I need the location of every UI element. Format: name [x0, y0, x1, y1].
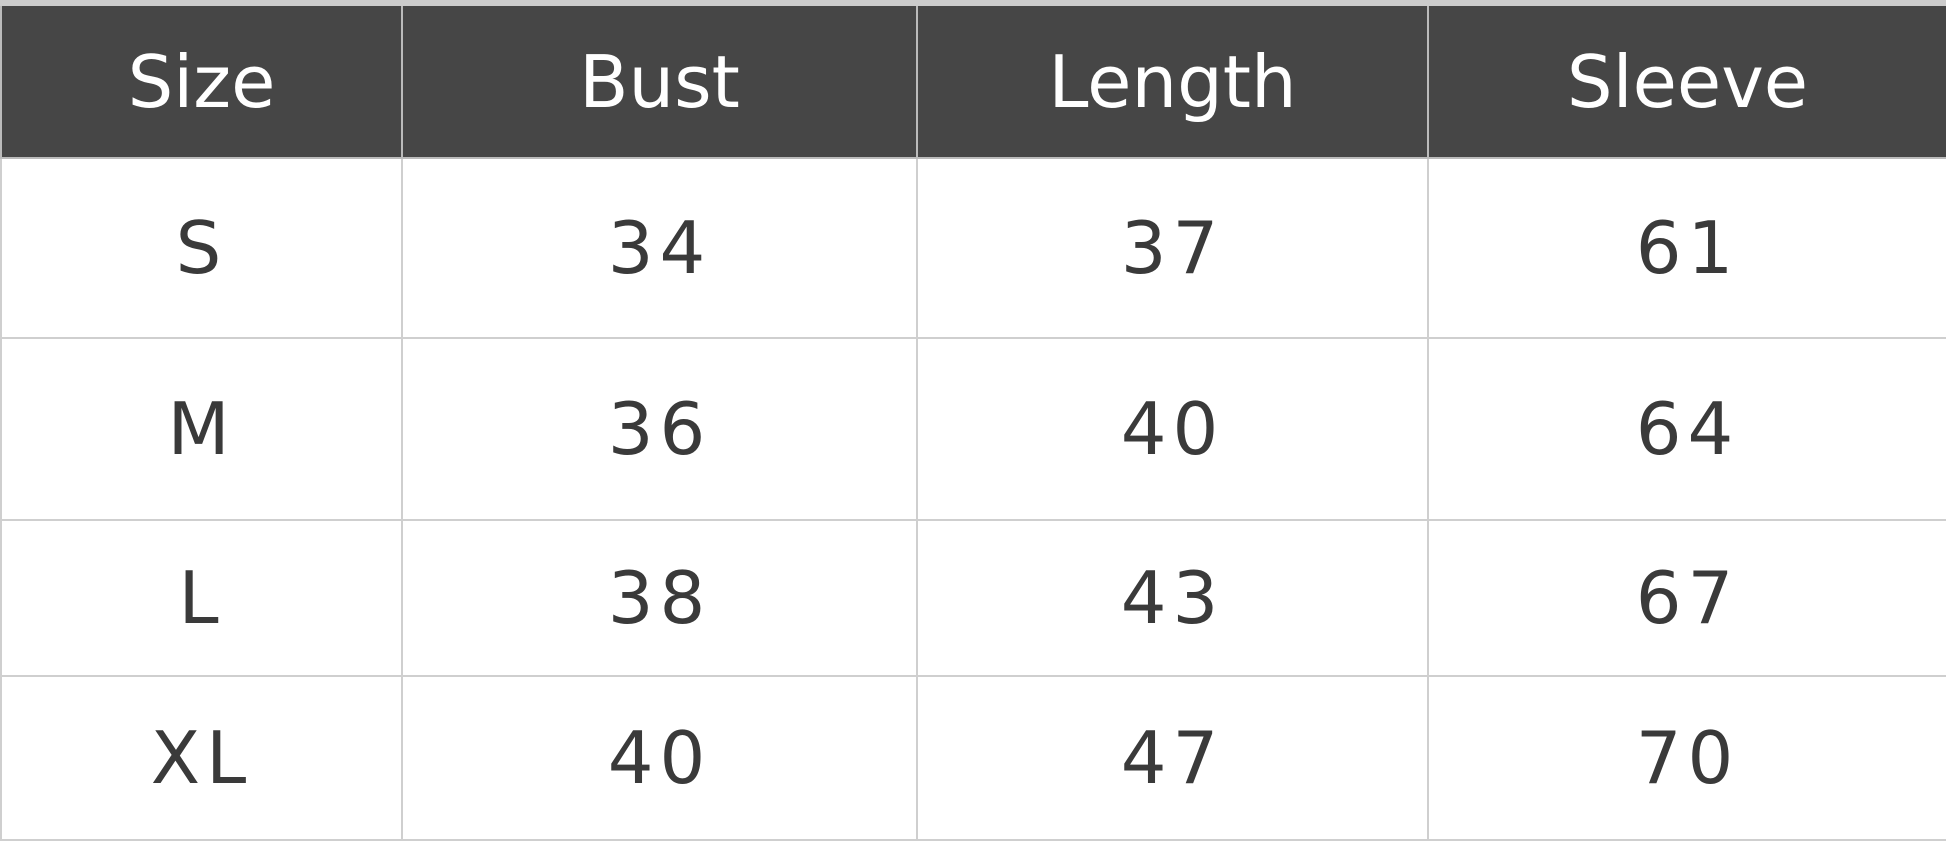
- cell-length: 47: [916, 675, 1429, 841]
- header-sleeve: Sleeve: [1427, 0, 1946, 159]
- cell-bust: 40: [401, 675, 918, 841]
- cell-bust: 36: [401, 337, 918, 521]
- cell-sleeve: 64: [1427, 337, 1946, 521]
- header-row: Size Bust Length Sleeve: [0, 0, 1946, 159]
- cell-sleeve: 70: [1427, 675, 1946, 841]
- cell-sleeve: 61: [1427, 157, 1946, 339]
- cell-length: 43: [916, 519, 1429, 677]
- cell-sleeve: 67: [1427, 519, 1946, 677]
- cell-bust: 34: [401, 157, 918, 339]
- table-row: L 38 43 67: [0, 519, 1946, 677]
- cell-size: L: [0, 519, 403, 677]
- table-row: XL 40 47 70: [0, 675, 1946, 841]
- cell-size: XL: [0, 675, 403, 841]
- cell-length: 37: [916, 157, 1429, 339]
- table-row: M 36 40 64: [0, 337, 1946, 521]
- cell-size: M: [0, 337, 403, 521]
- cell-length: 40: [916, 337, 1429, 521]
- cell-bust: 38: [401, 519, 918, 677]
- table-row: S 34 37 61: [0, 157, 1946, 339]
- header-length: Length: [916, 0, 1429, 159]
- header-bust: Bust: [401, 0, 918, 159]
- cell-size: S: [0, 157, 403, 339]
- header-size: Size: [0, 0, 403, 159]
